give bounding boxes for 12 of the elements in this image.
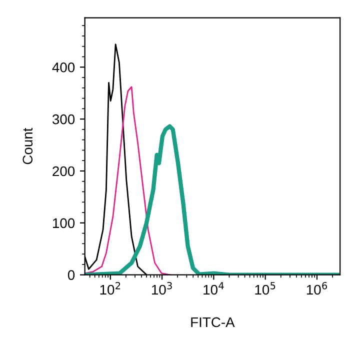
y-axis-title: Count xyxy=(22,128,33,164)
y-tick-label: 100 xyxy=(53,218,75,228)
y-tick-label: 400 xyxy=(52,62,75,72)
y-tick-label: 200 xyxy=(52,166,75,176)
x-tick-label: 10$^{2}$ xyxy=(100,282,120,295)
x-axis-title: FITC-A xyxy=(191,317,235,328)
y-tick-label: 300 xyxy=(52,114,75,124)
x-tick-label: 10$^{6}$ xyxy=(306,282,328,295)
x-tick-label: 10$^{4}$ xyxy=(204,282,224,295)
x-tick-label: 10$^{5}$ xyxy=(255,282,276,295)
x-tick-label: 10$^{3}$ xyxy=(152,282,172,295)
y-tick-label: 0 xyxy=(68,270,75,280)
